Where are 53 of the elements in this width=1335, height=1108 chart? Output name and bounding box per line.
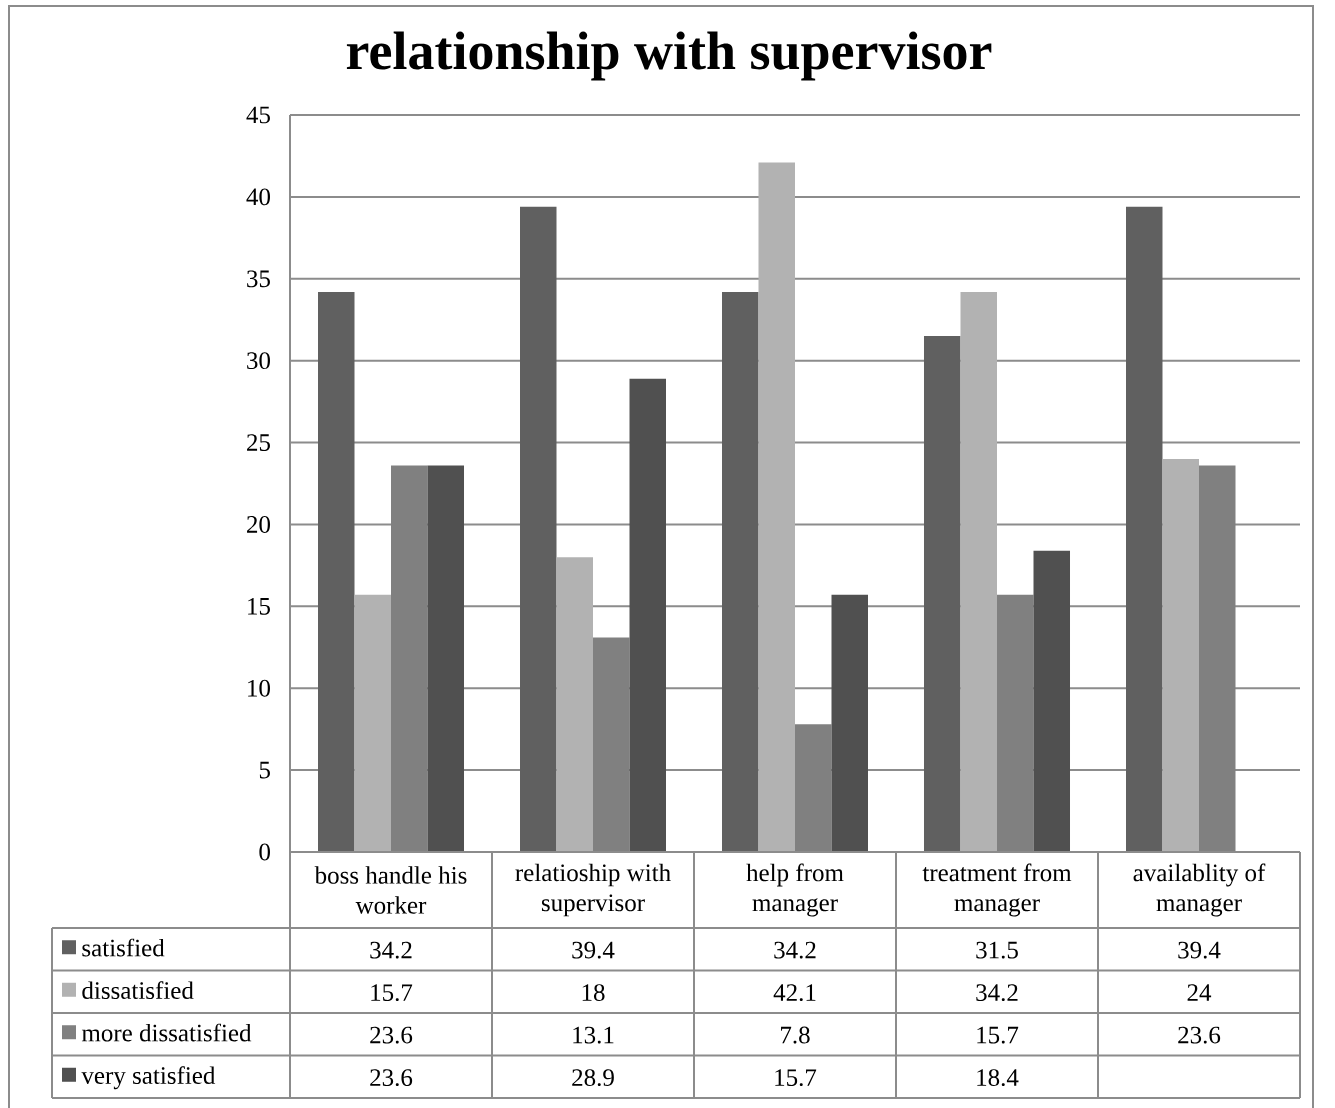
data-label: 28.9 [572,1069,614,1087]
x-tick-label: boss handle his worker [314,866,467,914]
data-label: 18.4 [977,1069,1019,1087]
x-tick-label: availablity of manager [1133,863,1266,917]
data-label: 7.8 [781,1026,810,1044]
y-tick-label: 30 [247,352,270,370]
legend-label: more dissatisfied [81,1023,252,1042]
y-tick-label: 10 [248,679,270,697]
y-tick-label: 0 [259,843,270,861]
data-label: 39.4 [572,941,615,959]
x-tick-label: relatioship with supervisor [515,863,671,917]
bar [629,378,666,852]
y-tick-label: 25 [247,434,270,451]
data-label: 23.6 [1178,1026,1221,1044]
y-tick-label: 35 [247,270,270,288]
data-label: 15.7 [371,984,413,1002]
bar [831,594,868,852]
bar [1126,206,1163,852]
data-label: 15.7 [775,1069,817,1087]
legend-label: very satisfied [81,1066,216,1090]
data-label: 23.6 [370,1026,413,1044]
data-label: 42.1 [773,984,816,1002]
bar [924,336,961,852]
legend-label: dissatisfied [82,981,194,1000]
data-label: 34.2 [774,941,816,959]
data-label: 34.2 [976,984,1018,1002]
y-tick-label: 20 [247,516,270,533]
bar [354,594,392,852]
chart-title: relationship with supervisor [346,31,992,81]
bar [722,291,759,852]
data-label: 31.5 [976,941,1018,959]
bar [520,206,557,852]
bar [427,465,465,852]
data-label: 23.6 [370,1069,413,1087]
y-tick-label: 40 [246,188,270,206]
data-label: 15.7 [977,1026,1019,1044]
legend-label: satisfied [82,938,165,957]
data-label: 18 [582,984,605,1002]
data-label: 13.1 [573,1026,614,1044]
bar [1162,458,1199,852]
bar [556,557,593,852]
bar [758,162,795,852]
bar [1033,550,1070,852]
data-label: 39.4 [1178,941,1221,959]
x-tick-label: treatment from manager [922,863,1072,917]
y-tick-label: 5 [259,761,270,779]
bar [318,291,355,852]
x-tick-label: help from manager [746,863,844,917]
y-tick-label: 15 [248,597,270,615]
data-label: 24 [1187,984,1212,1001]
y-tick-label: 45 [246,106,270,124]
bar [960,291,997,852]
data-label: 34.2 [370,941,412,959]
